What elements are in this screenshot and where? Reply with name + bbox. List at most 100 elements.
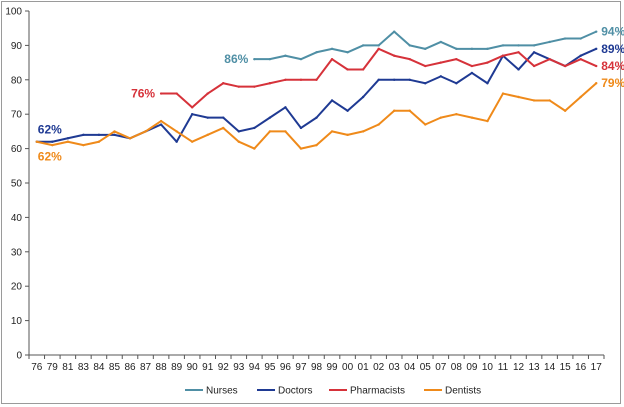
- data-point-dentists: [206, 133, 209, 137]
- data-point-pharmacists: [268, 82, 272, 85]
- data-point-pharmacists: [284, 78, 287, 82]
- data-point-dentists: [222, 126, 225, 130]
- data-point-pharmacists: [501, 54, 505, 57]
- x-tick-label: 12: [513, 362, 525, 373]
- data-point-dentists: [315, 143, 318, 147]
- data-point-dentists: [82, 143, 85, 147]
- data-point-dentists: [330, 130, 334, 133]
- data-point-doctors: [315, 116, 318, 119]
- x-tick-label: 14: [544, 362, 556, 373]
- data-point-nurses: [517, 44, 520, 47]
- y-tick-label: 90: [11, 41, 23, 52]
- data-point-doctors: [190, 113, 194, 116]
- data-point-nurses: [579, 37, 582, 40]
- x-tick-label: 00: [342, 362, 354, 373]
- data-point-nurses: [284, 54, 287, 57]
- y-tick-label: 100: [5, 7, 22, 18]
- data-point-dentists: [517, 95, 520, 99]
- data-point-dentists: [237, 140, 240, 143]
- x-tick-label: 17: [591, 362, 603, 373]
- data-point-doctors: [408, 78, 411, 82]
- data-label-doctors: 62%: [38, 123, 62, 137]
- data-point-doctors: [579, 54, 582, 57]
- x-tick-label: 15: [560, 362, 572, 373]
- x-tick-label: 16: [575, 362, 587, 373]
- x-tick-label: 07: [435, 362, 447, 373]
- series-line-dentists: [36, 82, 597, 150]
- x-tick-label: 08: [451, 362, 463, 373]
- data-point-nurses: [253, 57, 256, 61]
- data-point-dentists: [595, 82, 598, 85]
- data-point-pharmacists: [206, 92, 209, 95]
- data-point-pharmacists: [377, 47, 380, 51]
- data-point-doctors: [595, 47, 598, 51]
- data-point-pharmacists: [517, 51, 520, 54]
- legend-label-nurses: Nurses: [206, 386, 238, 397]
- x-tick-label: 02: [373, 362, 385, 373]
- data-point-nurses: [470, 47, 474, 51]
- data-point-nurses: [361, 44, 365, 47]
- data-point-doctors: [268, 116, 272, 119]
- data-point-doctors: [439, 75, 443, 78]
- x-tick-label: 86: [124, 362, 136, 373]
- data-point-dentists: [299, 147, 303, 150]
- data-point-nurses: [501, 44, 505, 47]
- data-point-nurses: [377, 44, 380, 47]
- data-point-pharmacists: [595, 64, 598, 68]
- data-point-nurses: [393, 30, 396, 33]
- data-point-doctors: [377, 78, 380, 82]
- y-tick-label: 70: [11, 110, 23, 121]
- y-tick-label: 10: [11, 316, 23, 327]
- data-point-pharmacists: [393, 54, 396, 57]
- data-point-doctors: [299, 126, 303, 130]
- data-point-dentists: [579, 95, 582, 99]
- data-point-dentists: [66, 140, 70, 143]
- data-point-doctors: [284, 106, 287, 109]
- data-point-doctors: [66, 137, 70, 140]
- data-point-doctors: [346, 109, 349, 112]
- y-tick-label: 50: [11, 179, 23, 190]
- x-tick-label: 79: [47, 362, 59, 373]
- data-point-doctors: [175, 140, 178, 143]
- data-point-dentists: [361, 130, 365, 133]
- data-point-pharmacists: [408, 57, 411, 61]
- data-point-nurses: [315, 51, 318, 54]
- data-point-pharmacists: [470, 64, 474, 68]
- data-point-nurses: [486, 47, 489, 51]
- data-point-doctors: [532, 51, 536, 54]
- data-point-nurses: [346, 51, 349, 54]
- data-point-doctors: [82, 133, 85, 137]
- data-point-doctors: [222, 116, 225, 119]
- x-tick-label: 11: [498, 362, 509, 373]
- x-tick-label: 81: [62, 362, 74, 373]
- data-point-dentists: [424, 123, 427, 126]
- data-point-nurses: [330, 47, 334, 51]
- data-point-doctors: [113, 133, 116, 137]
- x-tick-label: 03: [389, 362, 401, 373]
- data-point-dentists: [346, 133, 349, 137]
- data-point-nurses: [424, 47, 427, 51]
- data-point-dentists: [175, 130, 178, 133]
- data-point-doctors: [206, 116, 209, 119]
- x-tick-label: 01: [358, 362, 370, 373]
- y-tick-label: 80: [11, 75, 23, 86]
- data-point-doctors: [51, 140, 54, 143]
- y-tick-label: 40: [11, 213, 23, 224]
- data-point-dentists: [470, 116, 474, 119]
- x-tick-label: 09: [466, 362, 478, 373]
- data-point-dentists: [408, 109, 411, 112]
- x-tick-label: 95: [264, 362, 276, 373]
- x-tick-label: 76: [31, 362, 43, 373]
- data-point-dentists: [35, 140, 38, 143]
- data-point-pharmacists: [237, 85, 240, 88]
- data-point-doctors: [253, 126, 256, 130]
- legend-label-dentists: Dentists: [445, 386, 481, 397]
- data-point-pharmacists: [361, 68, 365, 71]
- data-point-dentists: [377, 123, 380, 126]
- data-point-nurses: [548, 40, 551, 44]
- data-point-pharmacists: [346, 68, 349, 71]
- data-point-doctors: [393, 78, 396, 82]
- data-point-nurses: [563, 37, 567, 40]
- data-point-pharmacists: [330, 57, 334, 61]
- data-point-nurses: [439, 40, 443, 44]
